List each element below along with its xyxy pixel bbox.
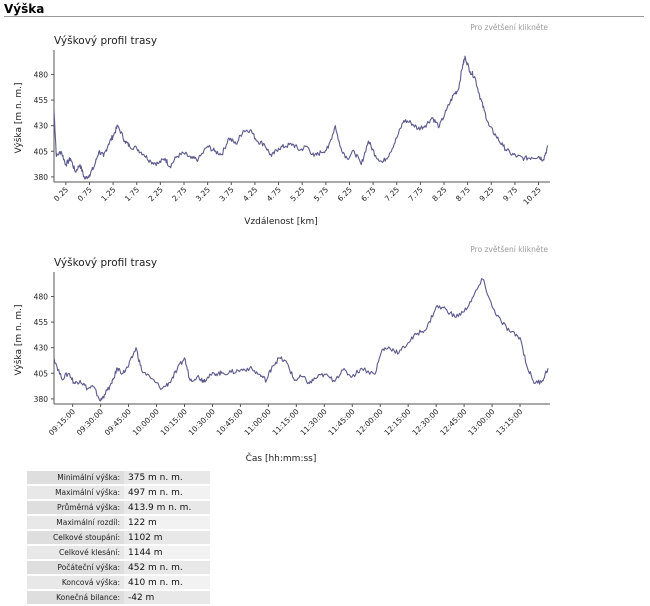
stats-value: 410 m n. m.	[124, 576, 210, 589]
x-tick-label: 3.75	[218, 185, 236, 203]
stats-value: 413.9 m n. m.	[124, 501, 210, 514]
stats-label: Minimální výška:	[27, 471, 124, 484]
x-tick-label: 8.25	[430, 185, 448, 203]
x-tick-label: 5.75	[312, 185, 330, 203]
chart-title: Výškový profil trasy	[54, 35, 157, 47]
zoom-hint-link[interactable]: Pro zvětšení klikněte	[470, 23, 548, 32]
stats-label: Průměrná výška:	[27, 501, 124, 514]
stats-label: Maximální výška:	[27, 486, 124, 499]
elevation-series-line	[53, 55, 549, 180]
stats-value: 122 m	[124, 516, 210, 529]
x-tick-label: 1.25	[99, 185, 117, 203]
y-tick-label: 405	[34, 147, 49, 156]
stats-row: Celkové stoupání: 1102 m	[27, 531, 210, 544]
stats-row: Maximální rozdíl: 122 m	[27, 516, 210, 529]
x-tick-label: 5.25	[288, 185, 306, 203]
elevation-distance-chart[interactable]: Pro zvětšení klikněte Výškový profil tras…	[0, 18, 650, 230]
stats-value: 452 m n. m.	[124, 561, 210, 574]
x-tick-label: 09:15:00	[47, 407, 77, 437]
x-tick-label: 10:30:00	[187, 407, 217, 437]
x-tick-label: 6.75	[359, 185, 377, 203]
y-axis-title: Výška [m n. m.]	[13, 82, 24, 153]
x-tick-label: 7.25	[383, 185, 401, 203]
x-tick-label: 1.75	[123, 185, 141, 203]
stats-label: Celkové stoupání:	[27, 531, 124, 544]
x-tick-label: 2.25	[147, 185, 165, 203]
x-tick-label: 8.75	[454, 185, 472, 203]
x-tick-label: 7.75	[407, 185, 425, 203]
x-tick-label: 4.25	[241, 185, 259, 203]
x-tick-label: 11:45:00	[326, 407, 356, 437]
x-tick-label: 11:15:00	[271, 407, 301, 437]
stats-row: Maximální výška: 497 m n. m.	[27, 486, 210, 499]
stats-value: 497 m n. m.	[124, 486, 210, 499]
section-header: Výška	[4, 2, 644, 17]
x-tick-label: 0.25	[52, 185, 70, 203]
x-tick-label: 12:30:00	[410, 407, 440, 437]
x-tick-label: 4.75	[265, 185, 283, 203]
stats-row: Průměrná výška: 413.9 m n. m.	[27, 501, 210, 514]
x-tick-label: 13:15:00	[494, 407, 524, 437]
x-tick-label: 0.75	[76, 185, 94, 203]
y-tick-label: 380	[34, 395, 49, 404]
y-tick-label: 480	[34, 292, 49, 301]
y-tick-label: 455	[34, 96, 49, 105]
zoom-hint-link[interactable]: Pro zvětšení klikněte	[470, 245, 548, 254]
y-tick-label: 480	[34, 70, 49, 79]
x-tick-label: 10:15:00	[159, 407, 189, 437]
x-axis-title: Vzdálenost [km]	[244, 217, 317, 227]
stats-row: Koncová výška: 410 m n. m.	[27, 576, 210, 589]
stats-row: Počáteční výška: 452 m n. m.	[27, 561, 210, 574]
chart-title: Výškový profil trasy	[54, 257, 157, 269]
stats-row: Minimální výška: 375 m n. m.	[27, 471, 210, 484]
x-tick-label: 3.25	[194, 185, 212, 203]
x-tick-label: 09:30:00	[75, 407, 105, 437]
x-tick-label: 13:00:00	[466, 407, 496, 437]
x-tick-label: 11:00:00	[243, 407, 273, 437]
stats-label: Celkové klesání:	[27, 546, 124, 559]
stats-label: Koncová výška:	[27, 576, 124, 589]
x-axis-title: Čas [hh:mm:ss]	[246, 452, 317, 464]
x-tick-label: 10.25	[521, 185, 543, 207]
stats-value: 1144 m	[124, 546, 210, 559]
x-tick-label: 11:30:00	[299, 407, 329, 437]
y-axis-title: Výška [m n. m.]	[13, 304, 24, 375]
y-tick-label: 455	[34, 318, 49, 327]
x-tick-label: 09:45:00	[103, 407, 133, 437]
stats-label: Počáteční výška:	[27, 561, 124, 574]
x-tick-label: 10:45:00	[215, 407, 245, 437]
x-tick-label: 9.75	[501, 185, 519, 203]
stats-table: Minimální výška: 375 m n. m. Maximální výš…	[27, 469, 210, 606]
y-tick-label: 430	[34, 122, 49, 131]
x-tick-label: 12:00:00	[354, 407, 384, 437]
x-tick-label: 12:45:00	[438, 407, 468, 437]
y-tick-label: 430	[34, 344, 49, 353]
stats-value: 375 m n. m.	[124, 471, 210, 484]
elevation-series-line	[53, 278, 549, 402]
elevation-time-chart[interactable]: Pro zvětšení klikněte Výškový profil tras…	[0, 240, 650, 465]
x-tick-label: 12:15:00	[382, 407, 412, 437]
y-tick-label: 380	[34, 173, 49, 182]
stats-value: 1102 m	[124, 531, 210, 544]
x-tick-label: 10:00:00	[131, 407, 161, 437]
x-tick-label: 2.75	[170, 185, 188, 203]
x-tick-label: 6.25	[336, 185, 354, 203]
y-tick-label: 405	[34, 369, 49, 378]
stats-row: Celkové klesání: 1144 m	[27, 546, 210, 559]
x-tick-label: 9.25	[478, 185, 496, 203]
section-title: Výška	[4, 2, 45, 16]
stats-label: Maximální rozdíl:	[27, 516, 124, 529]
